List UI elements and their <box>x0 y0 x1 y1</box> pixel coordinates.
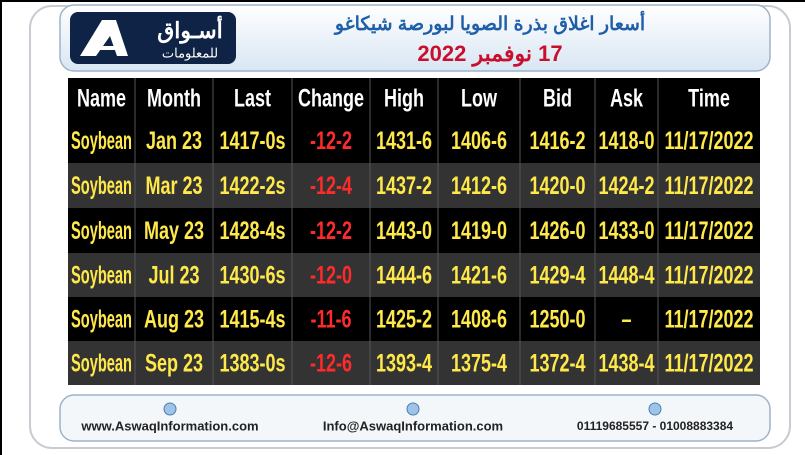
table-cell: 11/17/2022 <box>664 172 753 200</box>
header-row <box>68 78 760 118</box>
table-cell: Soybean <box>71 262 132 290</box>
column-header: High <box>384 85 424 113</box>
table-cell: Soybean <box>71 217 132 245</box>
table-row <box>68 297 760 341</box>
table-cell: -11-6 <box>310 306 351 334</box>
table-cell: 1383-0s <box>219 350 285 378</box>
table-cell: -12-0 <box>310 262 352 290</box>
table-cell: 1430-6s <box>219 262 285 290</box>
table-cell: 1406-6 <box>451 127 507 155</box>
phone-icon <box>648 402 662 416</box>
table-cell: 1437-2 <box>376 172 432 200</box>
column-header: Name <box>77 85 126 113</box>
table-cell: Sep 23 <box>145 350 203 378</box>
table-cell: 11/17/2022 <box>664 262 753 290</box>
header-box <box>59 4 771 72</box>
table-cell: -12-2 <box>310 127 352 155</box>
logo-name: أسـواق <box>157 15 223 44</box>
column-header: Ask <box>610 85 643 113</box>
table-cell: 1429-4 <box>529 262 585 290</box>
email-icon <box>406 402 420 416</box>
table-row <box>68 163 760 208</box>
table-cell: May 23 <box>144 217 204 245</box>
column-header: Time <box>688 85 730 113</box>
table-cell: 1375-4 <box>451 350 507 378</box>
table-cell: – <box>621 306 631 334</box>
table-cell: 1415-4s <box>219 306 285 334</box>
table-cell: 1419-0 <box>451 217 507 245</box>
table-row <box>68 118 760 163</box>
table-cell: Jul 23 <box>148 262 199 290</box>
phone: 01119685557 - 01008883384 <box>577 419 733 433</box>
table-row <box>68 208 760 253</box>
column-header: Bid <box>543 85 572 113</box>
table-cell: 1418-0 <box>598 127 654 155</box>
table-cell: 1433-0 <box>598 217 654 245</box>
website: www.AswaqInformation.com <box>80 418 258 433</box>
table-cell: Soybean <box>71 127 132 155</box>
table-cell: -12-4 <box>310 172 352 200</box>
logo-tagline: للمعلومات <box>162 45 218 61</box>
table-cell: 11/17/2022 <box>664 306 753 334</box>
table-cell: 1431-6 <box>376 127 432 155</box>
table-cell: 1417-0s <box>219 127 285 155</box>
table-cell: 1250-0 <box>529 306 585 334</box>
table-cell: 1416-2 <box>529 127 585 155</box>
table-cell: 1425-2 <box>376 306 432 334</box>
table-cell: 1448-4 <box>598 262 654 290</box>
table-cell: 1408-6 <box>451 306 507 334</box>
table-cell: 1420-0 <box>529 172 585 200</box>
footer-box <box>59 394 771 442</box>
table-row <box>68 253 760 297</box>
table-cell: Aug 23 <box>144 306 204 334</box>
table-cell: -12-2 <box>310 217 352 245</box>
table-cell: -12-6 <box>310 350 352 378</box>
table-cell: 1438-4 <box>598 350 654 378</box>
email: Info@AswaqInformation.com <box>323 418 503 433</box>
column-header: Low <box>461 85 497 113</box>
table-cell: 11/17/2022 <box>664 127 753 155</box>
column-header: Last <box>234 85 271 113</box>
table-row <box>68 341 760 385</box>
table-cell: 1443-0 <box>376 217 432 245</box>
column-header: Month <box>147 85 201 113</box>
table-cell: 1412-6 <box>451 172 507 200</box>
table-cell: 1426-0 <box>529 217 585 245</box>
column-header: Change <box>298 85 364 113</box>
table-cell: 1393-4 <box>376 350 432 378</box>
table-cell: Jan 23 <box>146 127 202 155</box>
table-cell: 1428-4s <box>219 217 285 245</box>
table-cell: 1444-6 <box>376 262 432 290</box>
table-cell: 11/17/2022 <box>664 217 753 245</box>
date: 17 نوفمبر 2022 <box>417 41 562 67</box>
table-cell: Soybean <box>71 172 132 200</box>
web-icon <box>163 402 177 416</box>
table-cell: 1422-2s <box>219 172 285 200</box>
table-cell: 1372-4 <box>529 350 585 378</box>
title: أسعار اغلاق بذرة الصويا لبورصة شيكاغو <box>333 10 645 35</box>
table-cell: Soybean <box>71 350 132 378</box>
table-cell: 1424-2 <box>598 172 654 200</box>
table-cell: 1421-6 <box>451 262 507 290</box>
table-cell: Soybean <box>71 306 132 334</box>
table-cell: Mar 23 <box>145 172 202 200</box>
price-table: Name Month Last Change High Low Bid Ask Time Soyb… <box>68 78 760 385</box>
table-cell: 11/17/2022 <box>664 350 753 378</box>
logo-icon <box>80 20 128 56</box>
